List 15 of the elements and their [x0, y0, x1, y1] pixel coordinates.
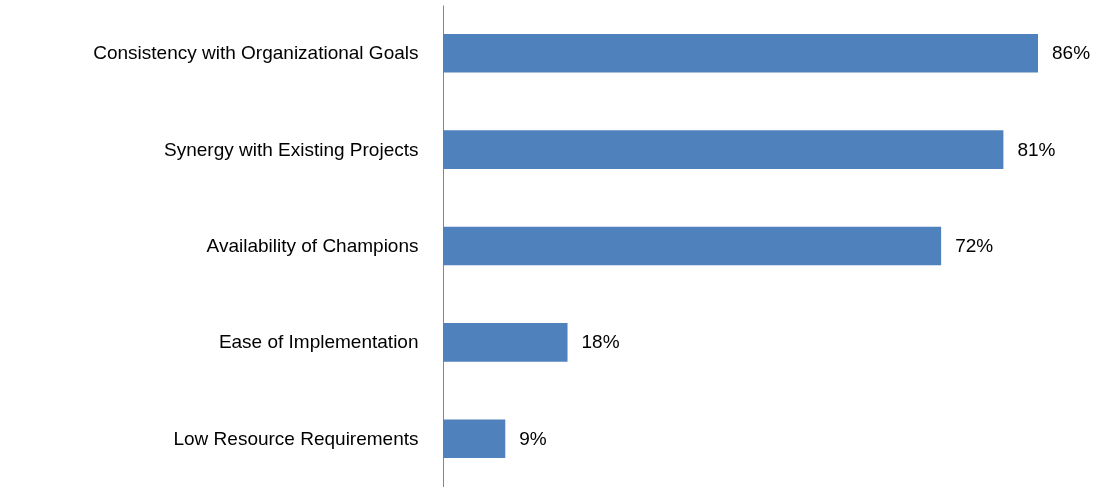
data-label: 72% [955, 235, 994, 256]
data-label: 86% [1052, 42, 1091, 64]
bar [443, 226, 942, 266]
y-tick-label: Consistency with Organizational Goals [93, 42, 419, 64]
data-label: 18% [581, 331, 620, 353]
data-label: 81% [1017, 138, 1056, 160]
y-tick-label: Availability of Champions [206, 235, 419, 256]
bar [443, 323, 568, 362]
bar [443, 419, 506, 459]
data-label: 9% [519, 427, 547, 449]
y-tick-label: Synergy with Existing Projects [164, 138, 419, 160]
y-tick-label: Low Resource Requirements [173, 427, 419, 449]
bar [443, 33, 1038, 73]
y-tick-label: Ease of Implementation [218, 331, 419, 353]
bar [443, 130, 1004, 169]
